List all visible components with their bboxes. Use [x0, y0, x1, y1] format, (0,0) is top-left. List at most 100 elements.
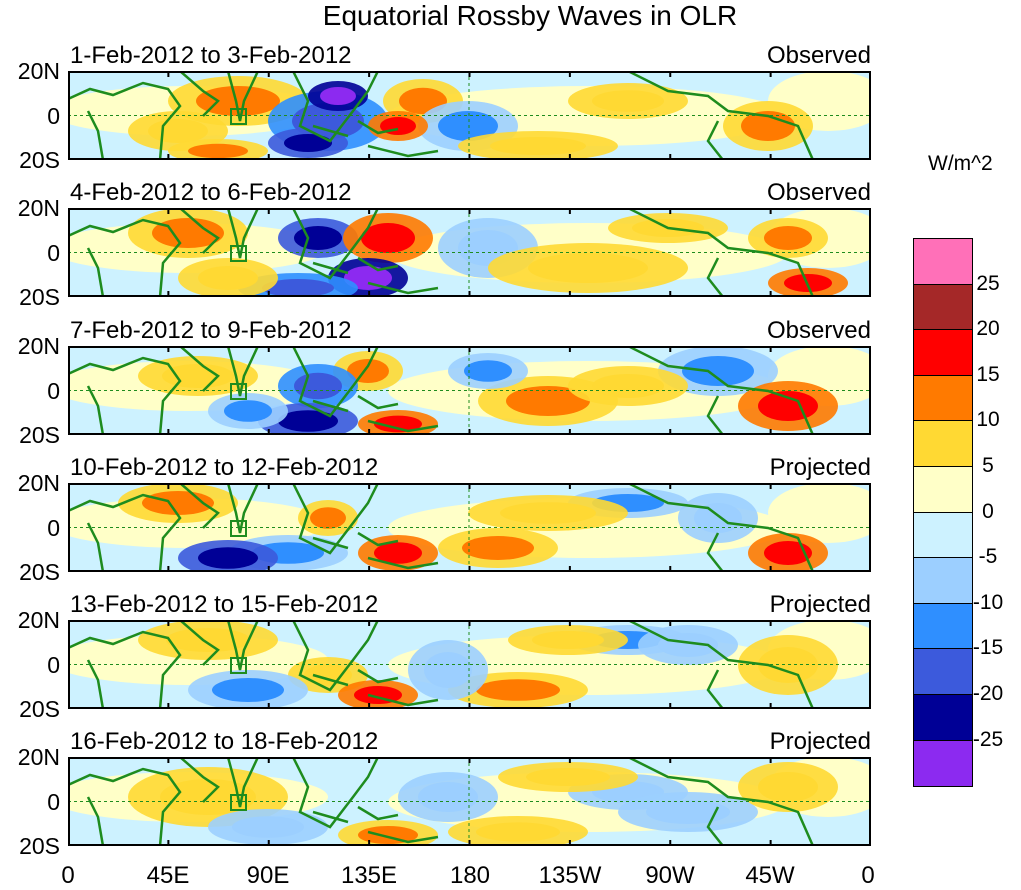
legend-color-swatch — [913, 238, 973, 285]
anomaly-contour — [310, 507, 346, 529]
y-tick-label: 20N — [17, 195, 60, 221]
legend-tick-label: 0 — [982, 499, 994, 523]
legend-color-swatch — [913, 739, 973, 788]
reference-box-marker — [230, 108, 247, 125]
anomaly-contour — [374, 415, 422, 433]
anomaly-contour — [262, 279, 334, 297]
coastline — [627, 483, 815, 572]
y-tick-label: 20N — [17, 58, 60, 84]
coastline — [291, 71, 380, 143]
legend-color-swatch — [913, 694, 973, 741]
anomaly-contour — [304, 664, 352, 686]
coastline — [68, 767, 182, 846]
anomaly-contour — [758, 772, 818, 802]
coastline — [291, 620, 380, 692]
x-tick-label: 45E — [146, 862, 190, 889]
legend-color-swatch — [913, 557, 973, 604]
coastline — [179, 483, 220, 529]
legend-tick-label: 15 — [976, 362, 1000, 386]
coastline — [627, 71, 815, 160]
anomaly-contour — [490, 137, 586, 155]
coastline — [706, 120, 724, 160]
anomaly-contour — [438, 111, 498, 141]
coastline — [706, 257, 724, 297]
panel-date-range: 10-Feb-2012 to 12-Feb-2012 — [70, 454, 379, 481]
coastline — [312, 668, 439, 707]
coastline — [226, 346, 260, 397]
legend-tick-label: -25 — [972, 727, 1004, 751]
y-tick-label: 20S — [19, 696, 60, 722]
anomaly-contour — [424, 652, 472, 688]
legend-color-swatch — [913, 283, 973, 331]
olr-map-panel — [68, 208, 871, 297]
y-tick-label: 20N — [17, 744, 60, 770]
coastline — [226, 483, 260, 534]
coastline — [291, 208, 380, 280]
olr-map-panel — [68, 71, 871, 160]
coastline — [291, 483, 380, 555]
olr-map-panel — [68, 620, 871, 709]
legend-color-swatch — [913, 602, 973, 650]
coastline — [312, 394, 439, 433]
coastline — [68, 218, 182, 297]
coastline — [179, 346, 220, 392]
anomaly-contour — [528, 253, 648, 283]
y-tick-label: 0 — [47, 102, 60, 129]
anomaly-contour — [166, 628, 250, 652]
anomaly-contour — [764, 541, 812, 565]
anomaly-contour — [694, 503, 742, 533]
anomaly-contour — [768, 483, 871, 543]
y-tick-label: 20S — [19, 147, 60, 173]
reference-box-marker — [230, 383, 247, 400]
anomaly-contour — [500, 502, 596, 524]
coastline — [179, 620, 220, 666]
coastline — [179, 757, 220, 803]
anomaly-contour — [758, 391, 818, 421]
panel-date-range: 7-Feb-2012 to 9-Feb-2012 — [70, 317, 352, 344]
coastline — [627, 346, 815, 435]
coastline — [312, 531, 439, 570]
coastline — [706, 806, 724, 846]
coastline — [627, 757, 815, 846]
legend-tick-label: 5 — [982, 454, 994, 477]
anomaly-contour — [196, 86, 280, 116]
x-tick-label: 90E — [246, 862, 290, 889]
coastline — [179, 208, 220, 254]
y-tick-label: 0 — [47, 651, 60, 678]
coastline — [291, 346, 380, 418]
olr-map-panel — [68, 483, 871, 572]
legend-color-swatch — [913, 511, 973, 559]
coastline — [226, 208, 260, 259]
legend-color-swatch — [913, 374, 973, 422]
anomaly-contour — [476, 822, 560, 842]
anomaly-contour — [646, 800, 730, 824]
reference-box-marker — [230, 245, 247, 262]
anomaly-contour — [462, 536, 534, 560]
x-tick-label: 90W — [645, 862, 695, 889]
anomaly-contour — [232, 816, 304, 838]
coastline — [226, 757, 260, 808]
coastline — [226, 71, 260, 122]
y-tick-label: 20S — [19, 559, 60, 585]
anomaly-contour — [741, 111, 795, 141]
coastline — [312, 256, 439, 295]
anomaly-contour — [188, 143, 248, 159]
y-tick-label: 20N — [17, 333, 60, 359]
x-tick-label: 45W — [745, 862, 795, 889]
coastline — [226, 620, 260, 671]
reference-box-marker — [230, 520, 247, 537]
coastline — [706, 395, 724, 435]
anomaly-contour — [320, 87, 356, 105]
x-tick-label: 180 — [449, 862, 491, 889]
legend-tick-label: -15 — [972, 636, 1004, 660]
coastline — [179, 71, 220, 117]
x-tick-label: 135E — [340, 862, 398, 889]
panel-mode-label: Observed — [766, 179, 871, 206]
anomaly-contour — [198, 266, 258, 290]
legend-units: W/m^2 — [928, 152, 993, 175]
panel-mode-label: Projected — [769, 728, 871, 755]
panel-date-range: 4-Feb-2012 to 6-Feb-2012 — [70, 179, 352, 206]
coastline — [68, 356, 182, 435]
coastline — [706, 532, 724, 572]
legend-color-swatch — [913, 648, 973, 695]
